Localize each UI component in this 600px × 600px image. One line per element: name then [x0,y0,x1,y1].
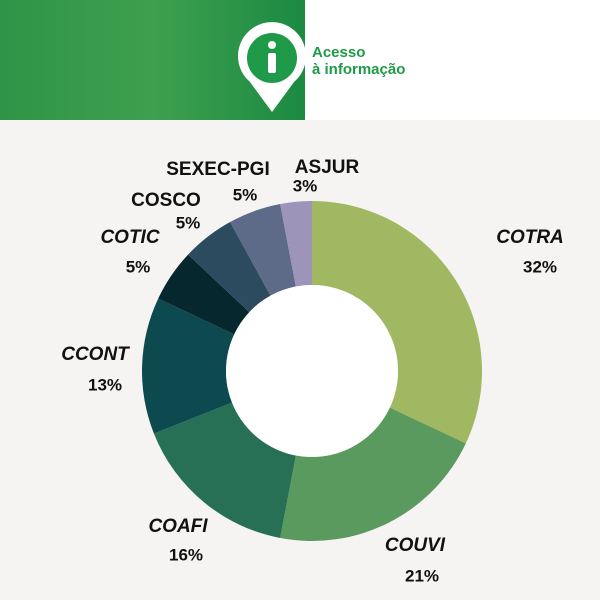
value-label: 32% [523,257,557,276]
donut-segment [312,201,482,444]
category-label: COSCO [131,190,201,211]
value-label: 13% [88,375,122,394]
category-label: CCONT [61,344,130,365]
value-label: 5% [233,185,258,204]
logo-text: Acesso [312,44,365,61]
value-label: 16% [169,545,203,564]
donut-segment [230,204,296,296]
value-label: 5% [126,257,151,276]
donut-hole [226,285,398,457]
category-label: ASJUR [295,157,360,178]
logo-text: à informação [312,61,405,78]
info-dot [268,41,276,49]
value-label: 3% [293,176,318,195]
donut-segment [142,298,235,434]
category-label: COUVI [385,535,446,556]
category-label: COAFI [148,516,208,537]
category-label: COTRA [496,227,564,248]
category-label: COTIC [100,227,159,248]
info-bar [268,53,276,73]
donut-segment [188,222,271,313]
value-label: 21% [405,566,439,585]
donut-segment [280,201,312,287]
category-label: SEXEC-PGI [166,159,269,180]
donut-segment [153,402,296,538]
donut-segment [158,254,250,335]
donut-segment [280,407,466,541]
value-label: 5% [176,213,201,232]
